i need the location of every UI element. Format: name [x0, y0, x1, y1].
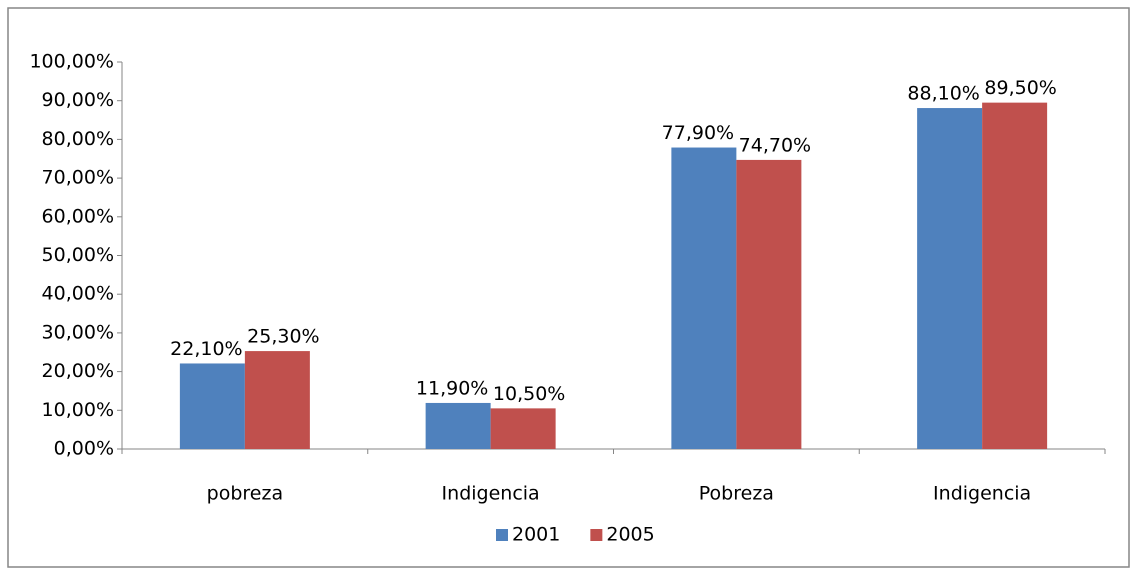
x-tick-label: Indigencia	[442, 483, 540, 505]
y-tick-label: 40,00%	[42, 283, 114, 305]
y-tick-label: 0,00%	[54, 438, 114, 460]
bar	[736, 159, 802, 449]
x-tick-label: pobreza	[207, 483, 283, 505]
data-label: 11,90%	[416, 377, 488, 399]
data-label: 74,70%	[739, 134, 811, 156]
y-tick-label: 30,00%	[42, 321, 114, 343]
bar	[917, 108, 983, 449]
y-tick-label: 50,00%	[42, 244, 114, 266]
y-tick-label: 70,00%	[42, 167, 114, 189]
y-tick-label: 100,00%	[29, 51, 114, 73]
bar	[179, 363, 245, 449]
bar	[982, 102, 1048, 449]
y-tick-label: 20,00%	[42, 360, 114, 382]
data-label: 77,90%	[662, 122, 734, 144]
data-label: 10,50%	[493, 383, 565, 405]
x-tick-label: Indigencia	[933, 483, 1031, 505]
bar	[244, 351, 310, 449]
bar	[671, 147, 737, 450]
legend-label: 2001	[512, 524, 560, 546]
legend-label: 2005	[606, 524, 654, 546]
y-tick-label: 90,00%	[42, 89, 114, 111]
legend-swatch	[496, 529, 508, 541]
legend-swatch	[590, 529, 603, 541]
data-label: 22,10%	[170, 338, 242, 360]
y-tick-label: 80,00%	[42, 128, 114, 150]
y-tick-label: 10,00%	[42, 399, 114, 421]
y-tick-label: 60,00%	[42, 205, 114, 227]
data-label: 89,50%	[984, 77, 1056, 99]
bar	[425, 402, 491, 449]
x-tick-label: Pobreza	[699, 483, 774, 505]
bar	[490, 408, 556, 449]
data-label: 88,10%	[907, 83, 979, 105]
data-label: 25,30%	[247, 326, 319, 348]
